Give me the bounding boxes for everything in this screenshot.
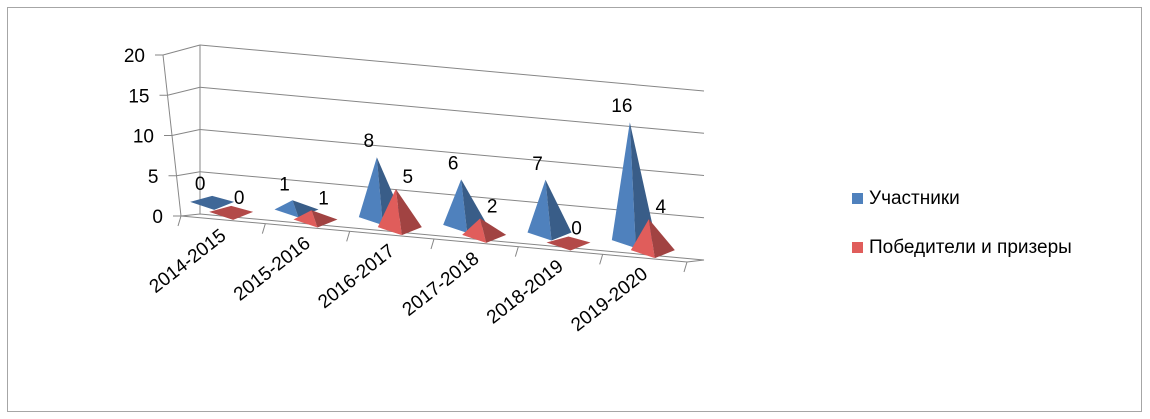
gridline <box>199 86 705 134</box>
pyramid-face <box>311 210 338 228</box>
data-label: 6 <box>448 153 459 174</box>
pyramid-winners <box>293 210 338 228</box>
y-tick-label: 15 <box>128 86 149 107</box>
pyramid-base <box>546 236 591 251</box>
x-tick <box>514 246 519 257</box>
pyramid-face <box>527 179 552 241</box>
pyramid-face <box>462 218 487 243</box>
data-label: 1 <box>318 188 329 209</box>
side-gridline <box>162 44 201 56</box>
x-tick-label: 2014-2015 <box>146 225 231 297</box>
side-gridline <box>167 86 201 96</box>
legend-label-participants: Участники <box>869 187 960 209</box>
x-tick-label: 2015-2016 <box>230 233 315 305</box>
side-gridline <box>171 129 201 136</box>
pyramid-face <box>274 200 299 218</box>
y-tick-label: 20 <box>124 46 145 67</box>
chart-frame <box>7 7 1142 412</box>
data-label: 0 <box>195 174 206 195</box>
data-labels: 0 1 8 6 7 16 0 1 5 2 0 4 <box>195 96 667 239</box>
pyramid-participants <box>274 200 319 218</box>
gridline <box>199 129 705 176</box>
x-tick <box>261 223 266 234</box>
data-label: 5 <box>403 167 414 188</box>
x-tick <box>346 231 351 242</box>
legend-swatch-winners <box>852 242 863 253</box>
pyramid-winners <box>377 188 422 236</box>
pyramid-face <box>611 122 636 249</box>
data-label: 0 <box>234 188 245 209</box>
pyramids <box>190 122 675 259</box>
x-tick-label: 2017-2018 <box>399 248 484 320</box>
data-label: 1 <box>279 174 290 195</box>
pyramid-face <box>395 188 422 236</box>
data-label: 7 <box>532 154 543 175</box>
pyramid-participants <box>611 122 656 249</box>
legend-item-winners: Победители и призеры <box>852 235 1072 260</box>
pyramid-base <box>190 195 235 210</box>
pyramid-base <box>209 205 254 220</box>
x-tick-label: 2019-2020 <box>567 264 652 336</box>
legend-swatch-participants <box>852 193 863 204</box>
pyramid-face <box>629 122 656 249</box>
pyramid-participants <box>527 179 572 241</box>
pyramid-winners <box>630 219 675 259</box>
legend-item-participants: Участники <box>852 186 1072 211</box>
x-tick <box>599 254 604 265</box>
data-label: 2 <box>487 196 498 217</box>
y-tick-label: 0 <box>152 207 163 228</box>
pyramid-face <box>648 219 675 259</box>
pyramid-face <box>480 218 507 243</box>
pyramid-face <box>545 179 572 241</box>
side-gridline <box>176 171 201 177</box>
pyramid-winners <box>209 205 254 220</box>
x-tick-label: 2018-2019 <box>483 256 568 328</box>
pyramid-face <box>443 179 468 233</box>
pyramid-winners <box>462 218 507 243</box>
legend-label-winners: Победители и призеры <box>869 236 1072 258</box>
x-tick <box>177 215 182 227</box>
pyramid-face <box>377 188 402 236</box>
pyramid-winners <box>546 236 591 251</box>
x-tick <box>430 238 435 250</box>
gridline <box>199 44 705 92</box>
y-tick-label: 5 <box>148 167 159 188</box>
y-tick-label: 10 <box>133 127 154 148</box>
data-label: 16 <box>611 96 632 117</box>
data-label: 8 <box>364 131 375 152</box>
y-axis-line <box>162 54 182 217</box>
legend: Участники Победители и призеры <box>852 186 1072 284</box>
data-label: 4 <box>656 197 667 218</box>
pyramid-face <box>293 210 318 228</box>
x-tick <box>683 261 688 273</box>
pyramid-participants <box>190 195 235 210</box>
pyramid-face <box>630 219 655 259</box>
pyramid-face <box>358 157 383 226</box>
data-label: 0 <box>571 219 582 240</box>
x-tick-label: 2016-2017 <box>314 241 399 313</box>
pyramid-face <box>292 200 319 218</box>
